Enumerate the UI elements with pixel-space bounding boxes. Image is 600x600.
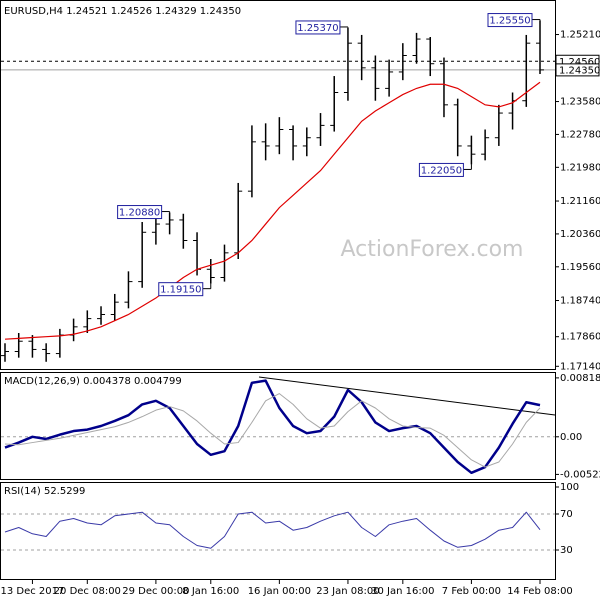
annotation-label: 1.25550 bbox=[489, 16, 530, 27]
y-tick-label: 1.20360 bbox=[560, 229, 600, 240]
y-tick-label: 0.00 bbox=[560, 432, 582, 443]
y-tick-label: 1.23580 bbox=[560, 97, 600, 108]
annotation-box bbox=[117, 205, 163, 220]
indicator-line bbox=[4, 393, 541, 468]
y-tick-label: 1.17140 bbox=[560, 361, 600, 372]
annotation-box bbox=[487, 13, 533, 28]
price-panel bbox=[0, 0, 556, 370]
level-label: 1.24560 bbox=[559, 57, 600, 68]
annotation-box bbox=[295, 20, 341, 35]
annotation-box bbox=[418, 162, 464, 177]
watermark: ActionForex.com bbox=[341, 237, 524, 262]
annotation-label: 1.19150 bbox=[160, 285, 201, 296]
y-tick-label: 1.18740 bbox=[560, 296, 600, 307]
y-tick-label: 30 bbox=[560, 545, 573, 556]
indicator-line bbox=[4, 379, 541, 475]
macd-title: MACD(12,26,9) 0.004378 0.004799 bbox=[4, 376, 182, 387]
level-box bbox=[555, 63, 600, 77]
x-tick-label: 20 Dec 08:00 bbox=[54, 586, 121, 597]
annotation-label: 1.22050 bbox=[421, 165, 462, 176]
y-tick-label: 100 bbox=[560, 482, 579, 493]
x-tick-label: 16 Jan 00:00 bbox=[248, 586, 311, 597]
annotation-label: 1.25370 bbox=[297, 23, 338, 34]
y-tick-label: 1.21980 bbox=[560, 162, 600, 173]
y-tick-label: 1.21160 bbox=[560, 196, 600, 207]
y-tick-label: 1.17860 bbox=[560, 332, 600, 343]
price-title: EURUSD,H4 1.24521 1.24526 1.24329 1.2435… bbox=[4, 6, 241, 17]
x-tick-label: 30 Jan 16:00 bbox=[371, 586, 434, 597]
x-tick-label: 13 Dec 2017 bbox=[0, 586, 64, 597]
macd-trendline bbox=[258, 376, 556, 416]
x-tick-label: 29 Dec 00:00 bbox=[122, 586, 189, 597]
rsi-title: RSI(14) 52.5299 bbox=[4, 486, 85, 497]
y-tick-label: 1.19560 bbox=[560, 262, 600, 273]
y-tick-label: 1.25210 bbox=[560, 30, 600, 41]
y-tick-label: 0.008182 bbox=[560, 373, 600, 384]
y-tick-label: -0.005223 bbox=[560, 469, 600, 480]
macd-panel bbox=[0, 372, 556, 480]
x-tick-label: 7 Feb 00:00 bbox=[442, 586, 501, 597]
x-tick-label: 23 Jan 08:00 bbox=[316, 586, 379, 597]
moving-average bbox=[4, 81, 541, 340]
y-tick-label: 70 bbox=[560, 509, 573, 520]
x-tick-label: 8 Jan 16:00 bbox=[182, 586, 239, 597]
level-label: 1.24350 bbox=[559, 65, 600, 76]
indicator-line bbox=[4, 511, 541, 549]
annotation-label: 1.20880 bbox=[119, 208, 160, 219]
y-tick-label: 1.22780 bbox=[560, 129, 600, 140]
rsi-panel bbox=[0, 482, 556, 580]
annotation-box bbox=[158, 282, 204, 297]
x-tick-label: 14 Feb 08:00 bbox=[507, 586, 573, 597]
